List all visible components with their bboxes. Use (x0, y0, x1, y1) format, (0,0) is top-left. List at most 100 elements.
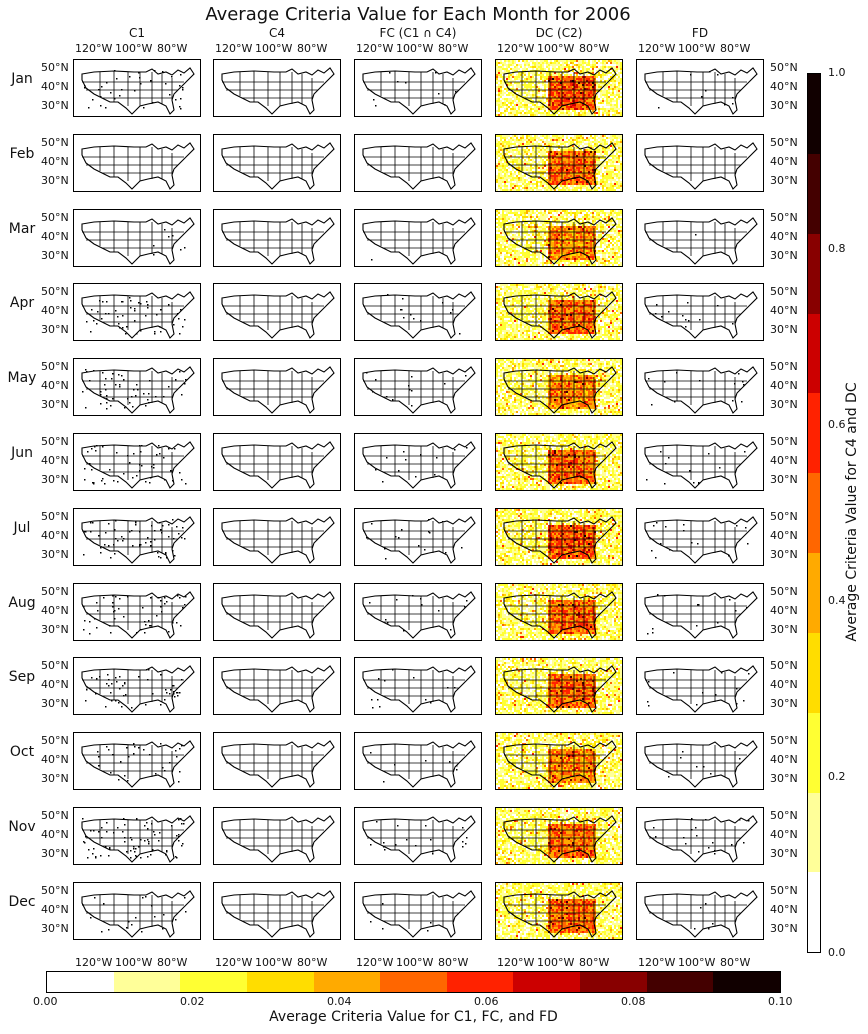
heat-cell (620, 229, 622, 232)
heat-cell (578, 148, 580, 151)
heat-cell (582, 136, 584, 139)
heat-cell (622, 175, 623, 177)
heat-cell (500, 180, 502, 183)
heat-cell (532, 94, 534, 96)
heat-cell (566, 247, 568, 250)
heat-cell (606, 251, 608, 254)
heat-cell (586, 86, 588, 88)
heat-cell (526, 188, 528, 191)
heat-cell (558, 219, 560, 222)
heat-cell (550, 60, 552, 62)
map-panel (73, 59, 201, 117)
heat-cell (514, 235, 516, 238)
heat-cell (520, 74, 522, 76)
heat-cell (536, 235, 538, 238)
heat-cell (542, 213, 544, 216)
heat-cell (586, 152, 588, 155)
heat-cell (588, 138, 590, 141)
heat-cell (542, 102, 544, 104)
heat-cell (590, 251, 592, 254)
heat-cell (616, 114, 618, 116)
heat-cell (528, 263, 530, 266)
heat-cell (566, 166, 568, 169)
heat-cell (558, 156, 560, 159)
heat-cell (600, 215, 602, 218)
heat-cell (578, 102, 580, 104)
heat-cell (594, 90, 596, 92)
heat-cell (620, 221, 622, 224)
heat-cell (520, 136, 522, 139)
heat-cell (616, 62, 618, 64)
heat-cell (596, 162, 598, 165)
heat-cell (538, 266, 540, 267)
heat-cell (572, 263, 574, 266)
heat-cell (580, 217, 582, 220)
heat-cell (614, 62, 616, 64)
heat-cell (592, 146, 594, 149)
heat-cell (546, 148, 548, 151)
heat-cell (498, 186, 500, 189)
heat-cell (610, 138, 612, 141)
heat-cell (612, 168, 614, 171)
heat-cell (614, 158, 616, 161)
heat-cell (558, 158, 560, 161)
heat-cell (502, 211, 504, 214)
heat-cell (530, 227, 532, 230)
heat-cell (558, 82, 560, 84)
heat-cell (606, 154, 608, 157)
heat-cell (498, 66, 500, 68)
heat-cell (546, 186, 548, 189)
heat-cell (548, 251, 550, 254)
heat-cell (604, 257, 606, 260)
heat-cell (604, 166, 606, 169)
heat-cell (560, 142, 562, 145)
heat-cell (570, 237, 572, 240)
heat-cell (612, 84, 614, 86)
heat-cell (508, 102, 510, 104)
heat-cell (514, 158, 516, 161)
heat-cell (616, 106, 618, 108)
heat-cell (558, 186, 560, 189)
heat-cell (516, 249, 518, 252)
heat-cell (618, 209, 620, 212)
heat-cell (538, 96, 540, 98)
heat-cell (584, 156, 586, 159)
heat-cell (546, 134, 548, 137)
heat-cell (566, 182, 568, 185)
heat-cell (522, 255, 524, 258)
heat-cell (584, 86, 586, 88)
heat-cell (558, 72, 560, 74)
heat-cell (566, 100, 568, 102)
heat-cell (616, 116, 618, 117)
heat-cell (500, 247, 502, 250)
heat-cell (522, 174, 524, 177)
heat-cell (600, 100, 602, 102)
heat-cell (578, 233, 580, 236)
heat-cell (572, 191, 574, 192)
heat-cell (578, 114, 580, 116)
heat-cell (580, 112, 582, 114)
heat-cell (578, 162, 580, 165)
heat-cell (540, 247, 542, 250)
heat-cell (546, 168, 548, 171)
heat-cell (600, 62, 602, 64)
heat-cell (592, 251, 594, 254)
heat-cell (590, 255, 592, 258)
heat-cell (616, 215, 618, 218)
heat-cell (548, 116, 550, 117)
heat-cell (526, 209, 528, 212)
heat-cell (580, 243, 582, 246)
heat-cell (532, 136, 534, 139)
heat-cell (570, 178, 572, 181)
heat-cell (588, 160, 590, 163)
heat-cell (590, 241, 592, 244)
heat-cell (592, 144, 594, 147)
heat-cell (612, 154, 614, 157)
heat-cell (536, 162, 538, 165)
heat-cell (618, 184, 620, 187)
heat-cell (588, 162, 590, 165)
heat-cell (602, 78, 604, 80)
heat-cell (606, 184, 608, 187)
heat-cell (572, 245, 574, 248)
heat-cell (504, 108, 506, 110)
